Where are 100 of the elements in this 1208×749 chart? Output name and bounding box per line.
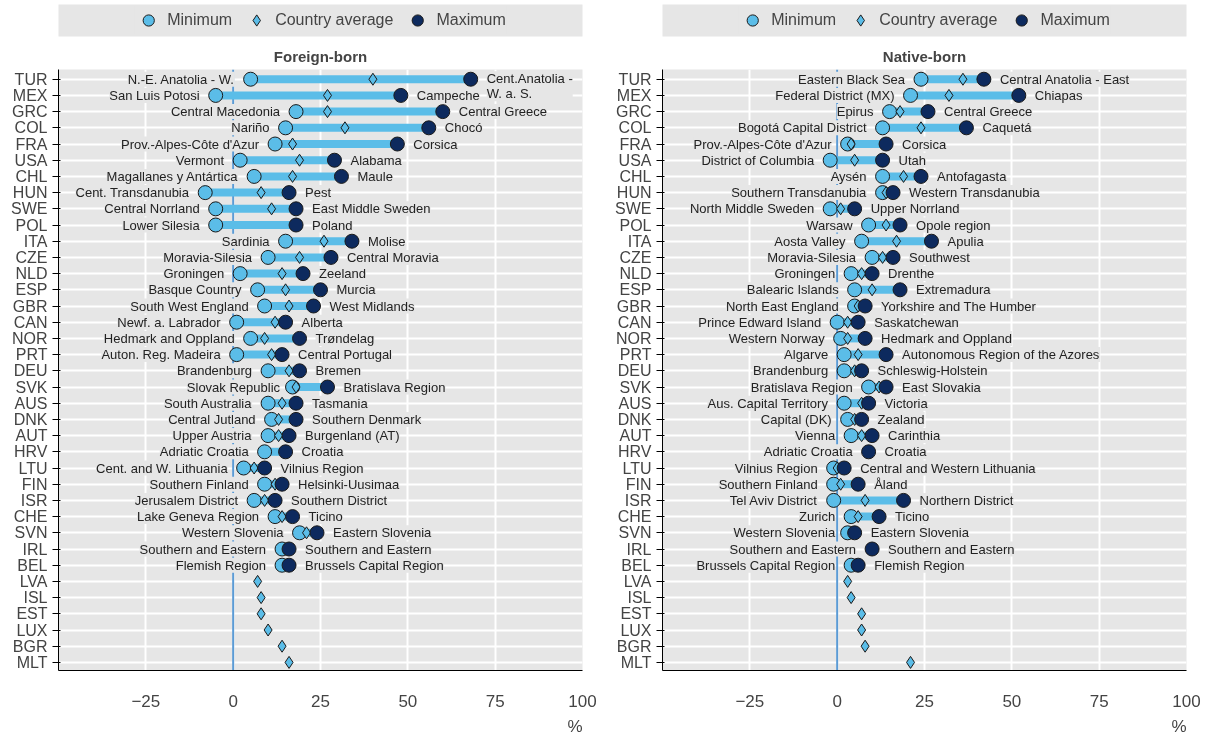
chart-title: Foreign-born: [273, 47, 368, 65]
annotation: Southern Finland: [718, 476, 818, 492]
annotation: Chiapas: [1034, 87, 1084, 103]
y-tick-label: GBR: [616, 297, 652, 315]
chart-title: Native-born: [882, 47, 967, 65]
annotation: West Midlands: [329, 298, 416, 314]
annotation: Moravia-Silesia: [163, 249, 253, 265]
annotation: Bratislava Region: [750, 379, 853, 395]
y-tick-label: LTU: [18, 459, 48, 477]
y-tick-label: DEU: [13, 362, 48, 380]
annotation: Tasmania: [312, 395, 369, 411]
annotation: Zurich: [799, 509, 836, 525]
annotation: Maule: [357, 168, 393, 184]
annotation: Central Moravia: [346, 249, 440, 265]
annotation: Vilnius Region: [280, 460, 364, 476]
annotation: Lower Silesia: [122, 217, 201, 233]
y-tick-label: GBR: [12, 297, 48, 315]
y-tick-label: MLT: [620, 653, 652, 671]
y-tick-label: GRC: [615, 103, 652, 121]
annotation: Eastern Slovenia: [333, 525, 433, 541]
annotation: North East England: [725, 298, 839, 314]
annotation: Southern Denmark: [312, 411, 422, 427]
y-tick-label: ISL: [627, 589, 652, 607]
y-tick-label: DEU: [617, 362, 652, 380]
y-tick-label: AUS: [618, 394, 652, 412]
annotation: Brandenburg: [752, 363, 829, 379]
annotation: Auton. Reg. Madeira: [101, 347, 222, 363]
annotation: Cent.Anatolia - W. a. S.: [486, 71, 573, 102]
y-tick-label: LVA: [623, 572, 652, 590]
annotation: Utah: [898, 152, 927, 168]
annotation: Southern Transdanubia: [731, 185, 868, 201]
y-tick-label: MEX: [12, 86, 48, 104]
annotation: Prince Edward Island: [698, 314, 822, 330]
annotation: Burgenland (AT): [305, 428, 400, 444]
annotation: Adriatic Croatia: [159, 444, 250, 460]
y-tick-label: HUN: [12, 184, 48, 202]
annotation: East Slovakia: [902, 379, 982, 395]
y-tick-label: CHL: [619, 167, 652, 185]
y-tick-label: USA: [618, 151, 652, 169]
y-tick-label: EST: [16, 605, 48, 623]
y-tick-label: SVN: [618, 524, 652, 542]
annotation: Schleswig-Holstein: [877, 363, 988, 379]
x-tick-label: −25: [131, 691, 161, 711]
annotation: Newf. a. Labrador: [117, 314, 222, 330]
annotation: Drenthe: [888, 266, 935, 282]
annotation: Croatia: [884, 444, 928, 460]
annotation: Algarve: [784, 347, 829, 363]
annotation: Central Norrland: [104, 201, 200, 217]
annotation: Hedmark and Oppland: [881, 330, 1012, 346]
annotation: Vienna: [794, 428, 836, 444]
y-tick-label: NOR: [615, 329, 652, 347]
y-tick-label: HUN: [616, 184, 652, 202]
annotation: Northern District: [919, 492, 1014, 508]
y-tick-label: FRA: [619, 135, 652, 153]
annotation: Central Greece: [943, 104, 1033, 120]
annotation: Central Portugal: [298, 347, 393, 363]
annotation: Brussels Capital Region: [305, 557, 444, 573]
y-tick-label: HRV: [14, 443, 48, 461]
annotation: Chocó: [444, 120, 483, 136]
y-tick-label: FIN: [625, 475, 652, 493]
annotation: N.-E. Anatolia - W.: [127, 71, 234, 87]
annotation: Southern and Eastern: [888, 541, 1015, 557]
y-tick-label: LUX: [620, 621, 652, 639]
y-tick-label: CZE: [15, 248, 48, 266]
x-tick-label: 25: [915, 691, 934, 711]
y-tick-label: CZE: [619, 248, 652, 266]
y-tick-label: LTU: [622, 459, 652, 477]
annotation: Saskatchewan: [874, 314, 959, 330]
annotation: Zeeland: [319, 266, 367, 282]
annotation: Cent. Transdanubia: [75, 185, 190, 201]
x-tick-label: 100: [568, 691, 597, 711]
y-tick-label: POL: [15, 216, 48, 234]
annotation: Corsica: [902, 136, 947, 152]
y-tick-label: AUS: [14, 394, 48, 412]
legend-label: Country average: [275, 11, 394, 29]
annotation: Central Greece: [458, 104, 547, 120]
y-tick-label: NLD: [619, 265, 652, 283]
x-tick-label: 50: [1002, 691, 1022, 711]
annotation: East Middle Sweden: [312, 201, 431, 217]
x-tick-label: 0: [228, 691, 238, 711]
annotation: Tel Aviv District: [729, 492, 818, 508]
annotation: Balearic Islands: [746, 282, 840, 298]
annotation: District of Columbia: [701, 152, 815, 168]
x-tick-label: 75: [1089, 691, 1109, 711]
annotation: Slovak Republic: [186, 379, 281, 395]
y-tick-label: FIN: [21, 475, 48, 493]
x-tick-label: 75: [485, 691, 505, 711]
annotation: Apulia: [947, 233, 985, 249]
annotation: Molise: [367, 233, 406, 249]
y-tick-label: COL: [14, 119, 48, 137]
annotation: Sardinia: [221, 233, 271, 249]
y-tick-label: BEL: [621, 556, 652, 574]
y-tick-label: ITA: [627, 232, 652, 250]
y-tick-label: AUT: [619, 427, 652, 445]
y-tick-label: IRL: [626, 540, 652, 558]
annotation: Southern and Eastern: [729, 541, 857, 557]
annotation: Åland: [874, 476, 908, 492]
annotation: Opole region: [916, 217, 991, 233]
annotation: Extremadura: [916, 282, 992, 298]
annotation: Warsaw: [806, 217, 854, 233]
